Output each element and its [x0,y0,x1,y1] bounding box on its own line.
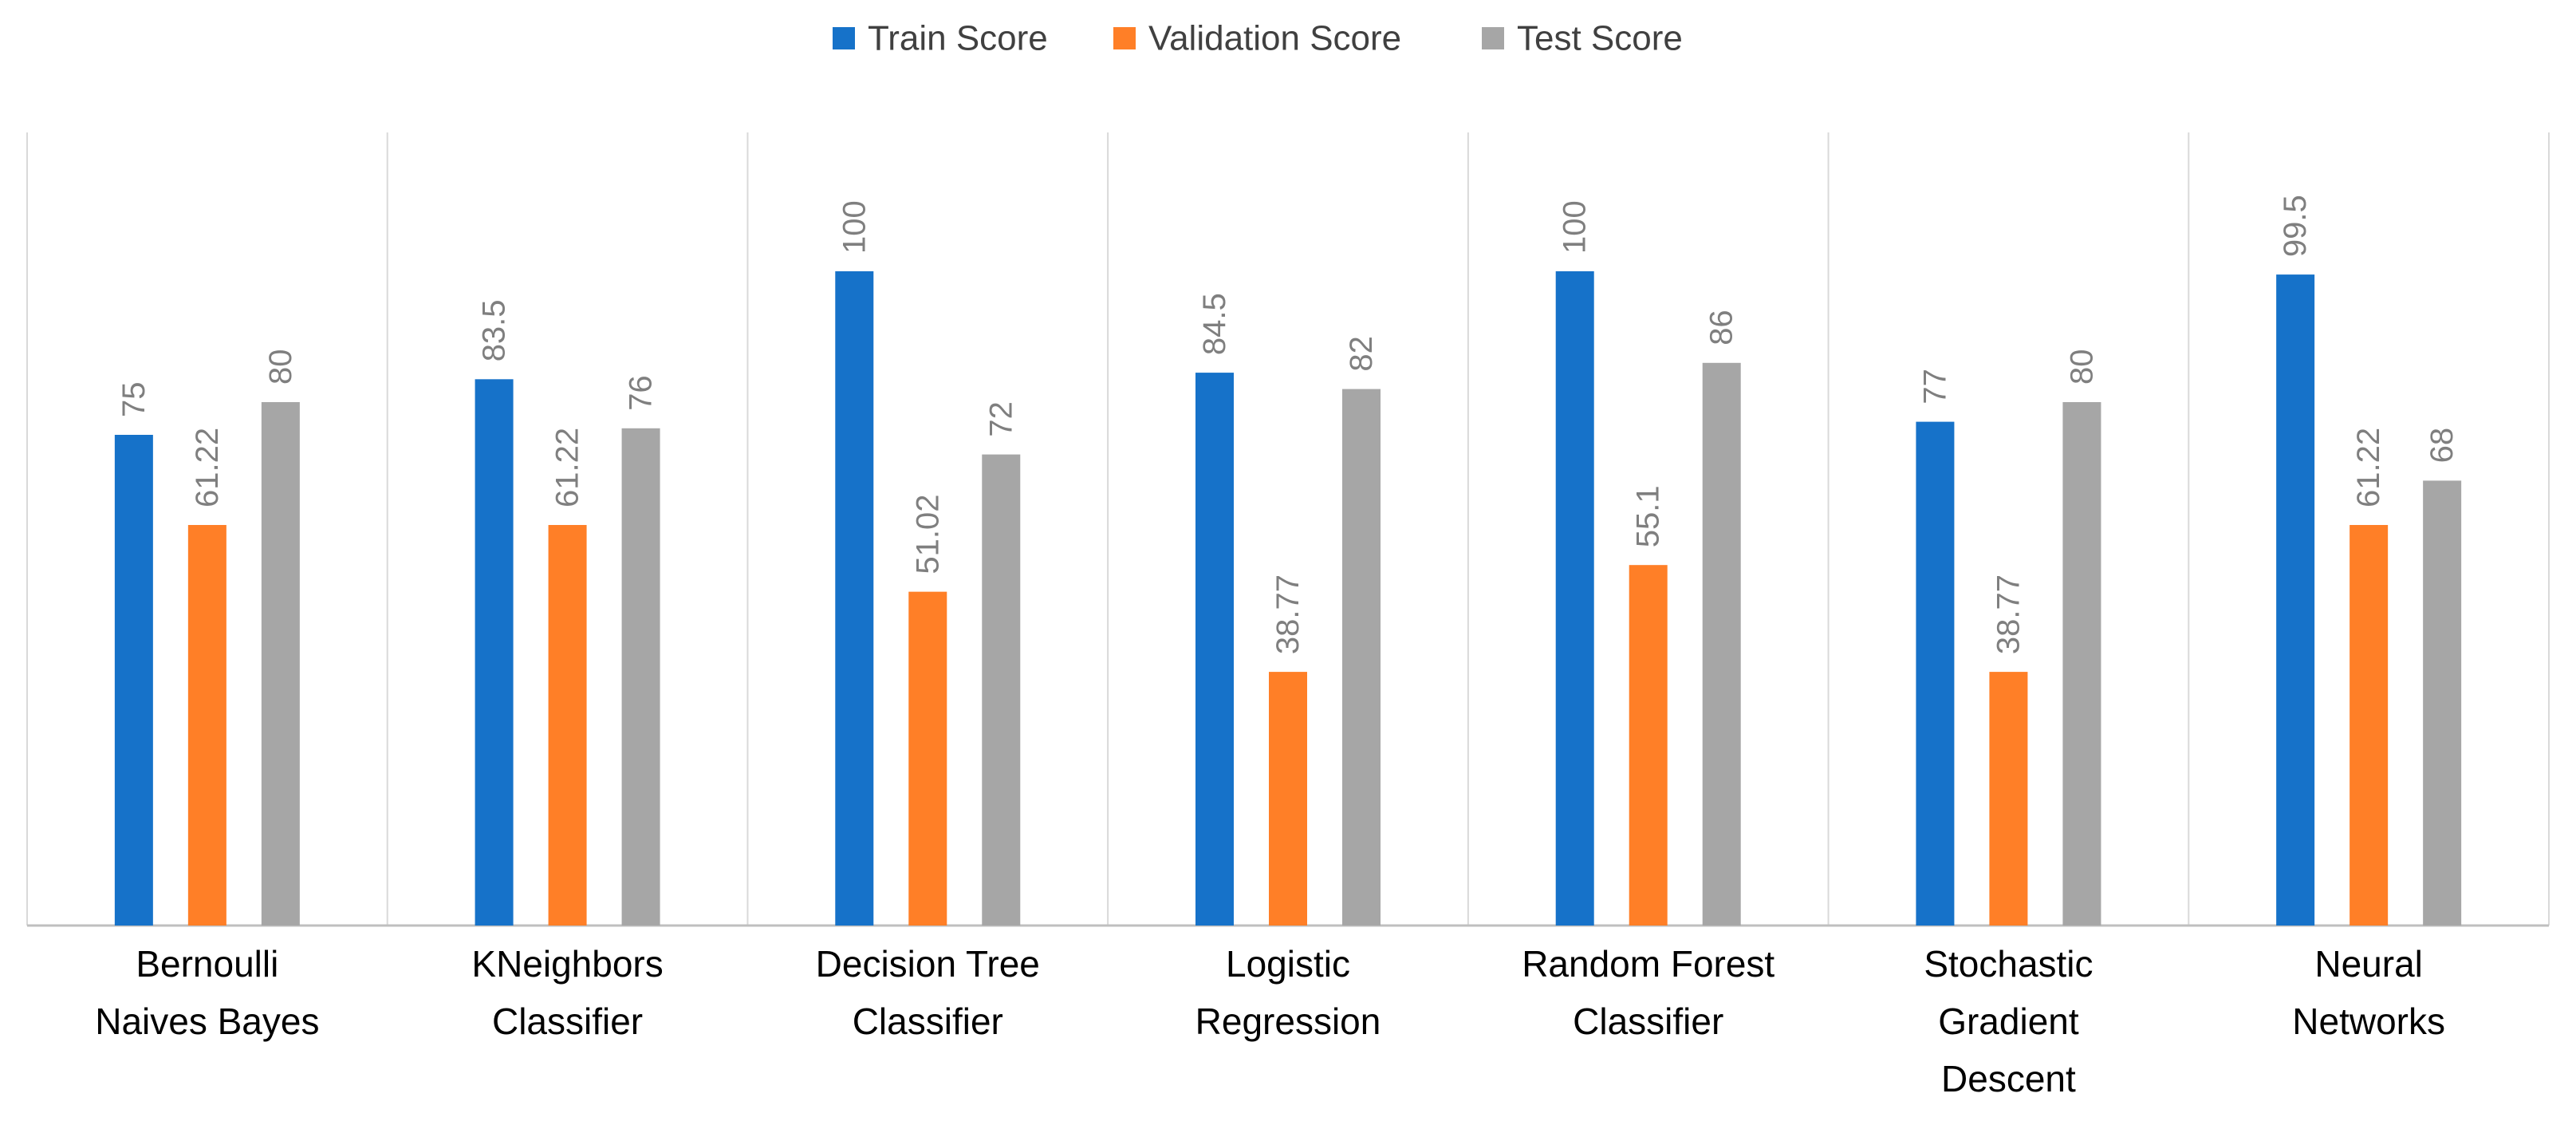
data-label: 84.5 [1197,293,1232,355]
legend-swatch-3 [1482,27,1504,49]
data-label: 61.22 [2351,428,2386,507]
data-label: 38.77 [1270,574,1306,654]
data-label: 100 [1558,200,1593,254]
bar-2 [908,591,947,926]
category-label: Decision Tree Classifier [816,943,1040,1042]
bar-2 [1629,565,1668,926]
category-label-line: Gradient [1938,1001,2079,1042]
data-label: 68 [2424,428,2460,464]
bar-3 [2423,480,2462,926]
bar-3 [1702,362,1741,926]
data-label: 80 [2064,349,2099,385]
legend-swatch-2 [1113,27,1136,49]
bar-1 [475,379,514,926]
bar-1 [1555,271,1594,926]
category-label-line: Classifier [1573,1001,1723,1042]
bar-1 [1916,421,1955,926]
legend-label-1: Train Score [868,19,1048,58]
category-label: Logistic Regression [1195,943,1381,1042]
legend-swatch-1 [833,27,855,49]
category-label: Random Forest Classifier [1522,943,1774,1042]
bar-2 [1269,672,1307,926]
bar-1 [114,435,153,926]
data-label: 76 [624,375,659,411]
bar-3 [261,402,300,926]
data-label: 38.77 [1991,574,2026,654]
bar-3 [982,454,1021,926]
bar-1 [2276,274,2315,926]
category-label: Bernoulli Naives Bayes [95,943,319,1042]
category-label-line: Bernoulli [136,943,278,985]
legend-label-2: Validation Score [1148,19,1401,58]
data-label: 83.5 [477,299,512,361]
category-label-line: Decision Tree [816,943,1040,985]
data-label: 86 [1704,310,1739,345]
category-label: Stochastic Gradient Descent [1924,943,2093,1099]
category-label-line: Logistic [1226,943,1350,985]
data-label: 100 [837,200,872,254]
category-label-line: Naives Bayes [95,1001,319,1042]
category-label-line: Networks [2292,1001,2445,1042]
bar-2 [1989,672,2028,926]
bar-3 [2062,402,2101,926]
bar-1 [835,271,874,926]
data-label: 82 [1344,336,1379,372]
data-label: 61.22 [550,428,585,507]
bar-3 [621,428,660,926]
bar-1 [1195,373,1234,926]
category-label-line: Stochastic [1924,943,2093,985]
data-label: 75 [116,382,152,418]
bar-3 [1342,389,1381,926]
category-label-line: Neural [2314,943,2423,985]
category-label: Neural Networks [2292,943,2445,1042]
bar-2 [548,524,587,926]
category-label-line: Classifier [492,1001,643,1042]
data-label: 55.1 [1631,485,1666,547]
legend-label-3: Test Score [1517,19,1683,58]
data-label: 77 [1917,369,1952,405]
category-label-line: Classifier [853,1001,1003,1042]
category-label-line: Descent [1941,1058,2076,1099]
category-label-line: KNeighbors [471,943,663,985]
data-label: 99.5 [2278,195,2313,257]
bar-2 [187,524,226,926]
category-label: KNeighbors Classifier [471,943,663,1042]
data-label: 61.22 [190,428,225,507]
data-label: 51.02 [910,495,945,574]
data-label: 72 [983,401,1018,437]
data-label: 80 [263,349,298,385]
category-label-line: Regression [1195,1001,1381,1042]
category-label-line: Random Forest [1522,943,1774,985]
bar-2 [2350,524,2389,926]
